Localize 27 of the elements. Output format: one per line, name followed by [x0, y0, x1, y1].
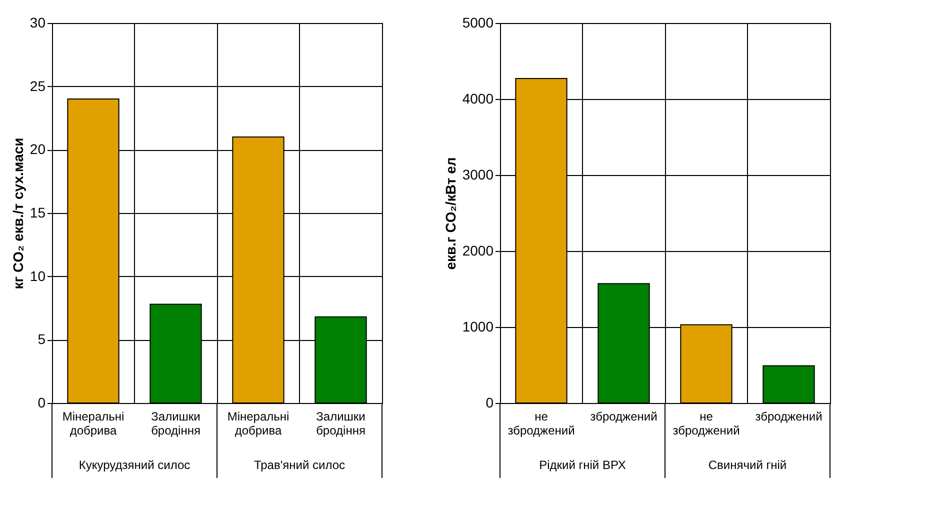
x-tick-label: Мінеральні добрива: [62, 410, 124, 438]
text: Трав'яний силос: [254, 458, 346, 472]
y-tick-label: 4000: [462, 90, 494, 106]
x-tick-label: зброджений: [590, 410, 658, 424]
y-tick-label: 5000: [462, 14, 494, 30]
y-tick-label: 15: [30, 204, 46, 220]
x-tick-label: Мінеральні добрива: [227, 410, 290, 438]
text: Кукурудзяний силос: [78, 458, 190, 472]
x-tick-label: Залишки бродіння: [151, 410, 200, 438]
x-tick-label: зброджений: [755, 410, 822, 424]
y-tick-label: 0: [38, 394, 46, 410]
x-tick-label: Залишки бродіння: [316, 410, 366, 438]
text: Рідкий гній ВРХ: [539, 458, 626, 472]
x-tick-label: не зброджений: [508, 410, 575, 438]
y-tick-label: 20: [30, 141, 46, 158]
y-axis-title: екв.г CO₂/кВт ел: [442, 157, 458, 270]
y-axis-title: кг CO₂ екв./т сух.маси: [10, 138, 26, 290]
y-tick-label: 3000: [462, 166, 494, 182]
y-tick-label: 2000: [462, 242, 494, 258]
text: Свинячий гній: [708, 458, 787, 472]
y-tick-label: 0: [486, 394, 494, 410]
x-tick-label: не зброджений: [672, 410, 740, 438]
y-tick-label: 25: [30, 78, 46, 94]
y-tick-label: 5: [38, 331, 46, 348]
y-tick-label: 1000: [462, 318, 494, 334]
y-tick-label: 10: [30, 268, 46, 284]
y-tick-label: 30: [30, 14, 46, 30]
